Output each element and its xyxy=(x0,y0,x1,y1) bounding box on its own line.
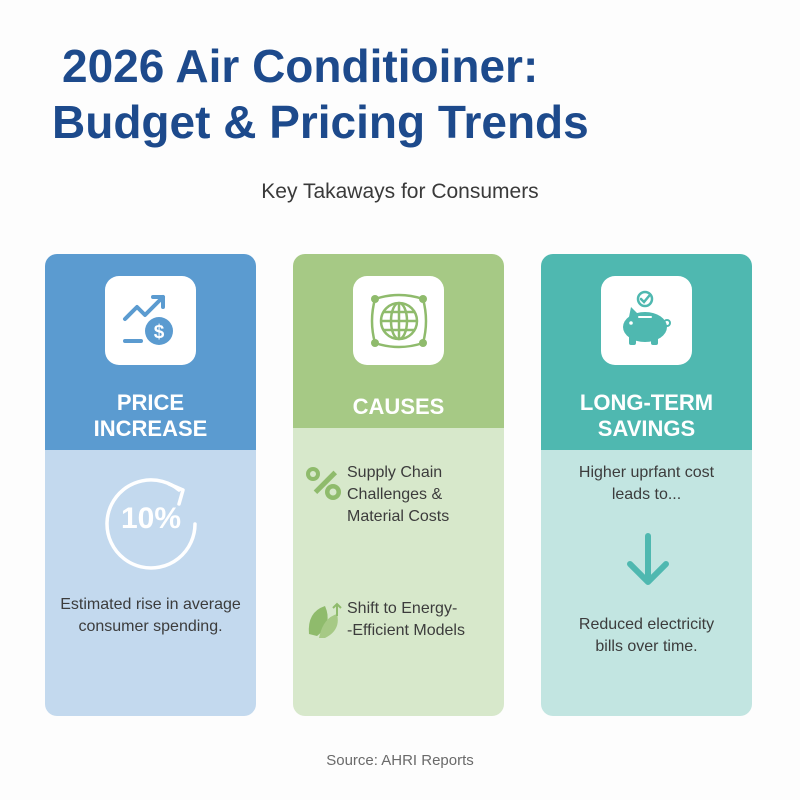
description-line-2: consumer spending. xyxy=(78,618,223,635)
arrow-down-icon xyxy=(627,533,669,585)
cause-item-supply-chain: Supply Chain Challenges & Material Costs xyxy=(303,462,498,528)
globe-network-icon xyxy=(353,276,444,365)
cause-line: Material Costs xyxy=(347,508,450,525)
card-body: 10% Estimated rise in average consumer s… xyxy=(45,450,256,716)
card-header: $ PRICE INCREASE xyxy=(45,254,256,450)
outcome-line-2: bills over time. xyxy=(595,638,698,655)
cause-text: Shift to Energy- -Efficient Models xyxy=(347,598,465,642)
card-header: LONG-TERM SAVINGS xyxy=(541,254,752,450)
stat-value: 10% xyxy=(120,502,182,535)
card-body: Supply Chain Challenges & Material Costs… xyxy=(293,428,504,716)
card-description: Estimated rise in average consumer spend… xyxy=(45,594,256,638)
source-note: Source: AHRI Reports xyxy=(326,752,474,769)
svg-text:$: $ xyxy=(153,322,164,343)
intro-line-1: Higher uprfant cost xyxy=(578,464,715,481)
page-title: 2026 Air Conditioiner: Budget & Pricing … xyxy=(0,38,800,150)
description-line-1: Estimated rise in average xyxy=(60,596,241,613)
card-heading: LONG-TERM SAVINGS xyxy=(541,390,752,442)
cause-line: Supply Chain xyxy=(347,464,443,481)
cause-line: -Efficient Models xyxy=(347,622,465,639)
heading-line-1: PRICE xyxy=(116,390,185,415)
title-line-1: 2026 Air Conditioiner: xyxy=(62,40,539,92)
card-causes: CAUSES Supply Chain Challenges & Materia… xyxy=(293,254,504,716)
heading-line-1: LONG-TERM xyxy=(579,390,714,415)
piggy-bank-check-icon xyxy=(601,276,692,365)
card-price-increase: $ PRICE INCREASE 10% Estimated rise in a… xyxy=(45,254,256,716)
trend-up-dollar-icon: $ xyxy=(105,276,196,365)
card-heading: CAUSES xyxy=(352,394,445,419)
wrench-gears-icon xyxy=(306,467,341,500)
card-body: Higher uprfant cost leads to... Reduced … xyxy=(541,450,752,716)
circular-arrow-icon xyxy=(105,478,197,570)
cause-line: Shift to Energy- xyxy=(347,600,458,617)
cause-line: Challenges & xyxy=(347,486,443,503)
outcome-line-1: Reduced electricity xyxy=(578,616,715,633)
card-long-term-savings: LONG-TERM SAVINGS Higher uprfant cost le… xyxy=(541,254,752,716)
cause-text: Supply Chain Challenges & Material Costs xyxy=(347,462,449,528)
heading-line-2: INCREASE xyxy=(93,416,208,441)
savings-intro: Higher uprfant cost leads to... xyxy=(541,462,752,506)
card-header: CAUSES xyxy=(293,254,504,428)
intro-line-2: leads to... xyxy=(611,486,682,503)
subtitle: Key Takaways for Consumers xyxy=(261,180,539,203)
heading-line-2: SAVINGS xyxy=(597,416,696,441)
cause-item-energy-efficient: Shift to Energy- -Efficient Models xyxy=(303,598,498,642)
title-line-2: Budget & Pricing Trends xyxy=(52,96,589,148)
leaf-arrow-icon xyxy=(308,602,342,638)
savings-outcome: Reduced electricity bills over time. xyxy=(541,614,752,658)
card-heading: PRICE INCREASE xyxy=(45,390,256,442)
